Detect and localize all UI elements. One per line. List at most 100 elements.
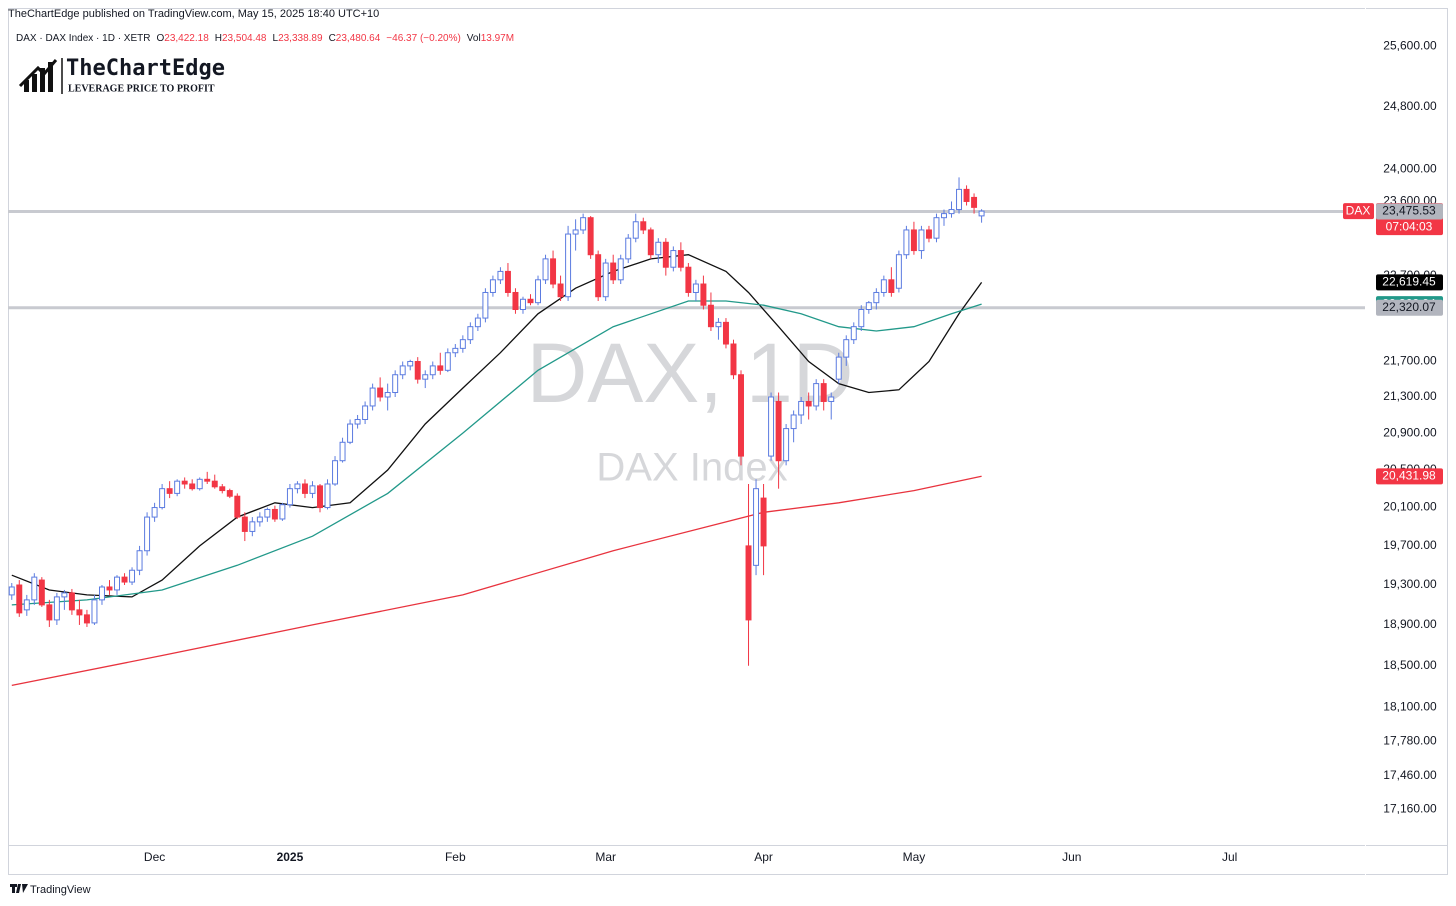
- candle-body: [114, 576, 120, 591]
- candle-body: [474, 317, 481, 328]
- candle-body: [918, 229, 925, 252]
- candle-body: [83, 614, 90, 624]
- y-tick-label: 18,100.00: [1383, 700, 1437, 714]
- candle-body: [196, 478, 203, 490]
- candle-body: [264, 508, 271, 518]
- candle-body: [121, 576, 128, 583]
- candle-body: [775, 400, 782, 462]
- y-tick-label: 18,500.00: [1383, 658, 1437, 672]
- candle-body: [520, 298, 526, 311]
- candle-body: [369, 387, 376, 407]
- candle-body: [768, 396, 775, 457]
- candle-body: [745, 545, 752, 621]
- candle-body: [91, 599, 98, 624]
- candle-body: [211, 480, 218, 488]
- candle-body: [159, 488, 166, 509]
- x-tick-label: 2025: [277, 850, 304, 864]
- candle-body: [324, 483, 331, 509]
- x-tick-label: May: [903, 850, 926, 864]
- candle-body: [805, 400, 812, 407]
- stat-key: O: [156, 33, 164, 44]
- price-label: 23,475.53: [1382, 204, 1436, 218]
- candle-body: [738, 374, 744, 457]
- candle-body: [895, 254, 902, 289]
- candle-body: [550, 258, 557, 285]
- candle-body: [271, 508, 278, 520]
- candle-body: [46, 604, 53, 621]
- candle-body: [828, 396, 835, 402]
- footer-brand: TradingView: [30, 884, 91, 896]
- candle-body: [61, 592, 68, 598]
- y-tick-label: 19,700.00: [1383, 538, 1437, 552]
- candle-body: [497, 270, 504, 281]
- y-tick-label: 20,900.00: [1383, 425, 1437, 439]
- y-tick-label: 17,160.00: [1383, 801, 1437, 815]
- candle-body: [16, 584, 23, 614]
- moving-average: [11, 254, 983, 598]
- price-label-box: [1376, 274, 1443, 291]
- candle-body: [790, 414, 797, 430]
- plot: [8, 177, 1365, 687]
- candle-body: [910, 229, 917, 252]
- candle-body: [317, 485, 323, 509]
- candle-body: [362, 405, 369, 420]
- stat-value: 23,504.48: [222, 33, 267, 44]
- candle-body: [572, 229, 579, 235]
- stat-key: H: [215, 33, 222, 44]
- candle-body: [730, 343, 737, 376]
- x-tick-label: Dec: [144, 850, 165, 864]
- footer: TradingView: [10, 884, 91, 896]
- symbol-line: DAX · DAX Index · 1D · XETR: [16, 33, 150, 44]
- candle-body: [948, 209, 955, 215]
- candle-body: [38, 579, 45, 606]
- y-tick-label: 24,000.00: [1383, 162, 1437, 176]
- x-tick-label: Apr: [754, 850, 773, 864]
- candle-body: [256, 516, 263, 523]
- candle-body: [978, 210, 985, 217]
- candle-body: [685, 266, 692, 293]
- candle-body: [813, 383, 820, 407]
- candle-body: [332, 460, 339, 485]
- candle-body: [98, 586, 105, 601]
- candle-body: [166, 488, 173, 494]
- stat-value: 23,480.64: [336, 33, 381, 44]
- price-label: 22,320.07: [1382, 300, 1436, 314]
- candle-body: [647, 229, 654, 256]
- logo: TheChartEdge LEVERAGE PRICE TO PROFIT: [18, 56, 225, 94]
- candle-body: [903, 229, 910, 256]
- candle-body: [76, 609, 83, 616]
- candle-body: [820, 383, 827, 402]
- candle-body: [174, 480, 181, 494]
- candle-body: [286, 488, 293, 506]
- published: TheChartEdge published on TradingView.co…: [8, 8, 379, 20]
- candle-body: [527, 298, 534, 304]
- stat-value: 23,422.18: [164, 33, 209, 44]
- symbol-tag: DAX: [1346, 203, 1371, 217]
- candle-body: [136, 550, 143, 571]
- candle-body: [68, 592, 75, 611]
- candle-body: [106, 586, 113, 591]
- moving-average: [11, 300, 982, 606]
- candle-body: [489, 279, 496, 293]
- candle-body: [700, 283, 707, 306]
- candle-body: [858, 309, 865, 328]
- candle-body: [226, 490, 233, 497]
- moving-average: [11, 475, 982, 687]
- candle-body: [399, 365, 406, 376]
- price-label-box: [1376, 299, 1443, 316]
- candle-body: [301, 483, 308, 494]
- candle-body: [783, 428, 790, 462]
- candle-body: [219, 486, 226, 492]
- candle-body: [535, 279, 542, 304]
- candle-body: [437, 365, 444, 371]
- symbol-tag-box: [1343, 203, 1374, 220]
- candle-body: [925, 229, 932, 239]
- stat-key: C: [329, 33, 336, 44]
- candle-body: [602, 262, 609, 298]
- candle-body: [377, 387, 384, 398]
- price-label: 20,431.98: [1382, 468, 1436, 482]
- candle-body: [53, 596, 60, 621]
- price-label-box: [1376, 203, 1443, 220]
- candle-body: [414, 361, 421, 380]
